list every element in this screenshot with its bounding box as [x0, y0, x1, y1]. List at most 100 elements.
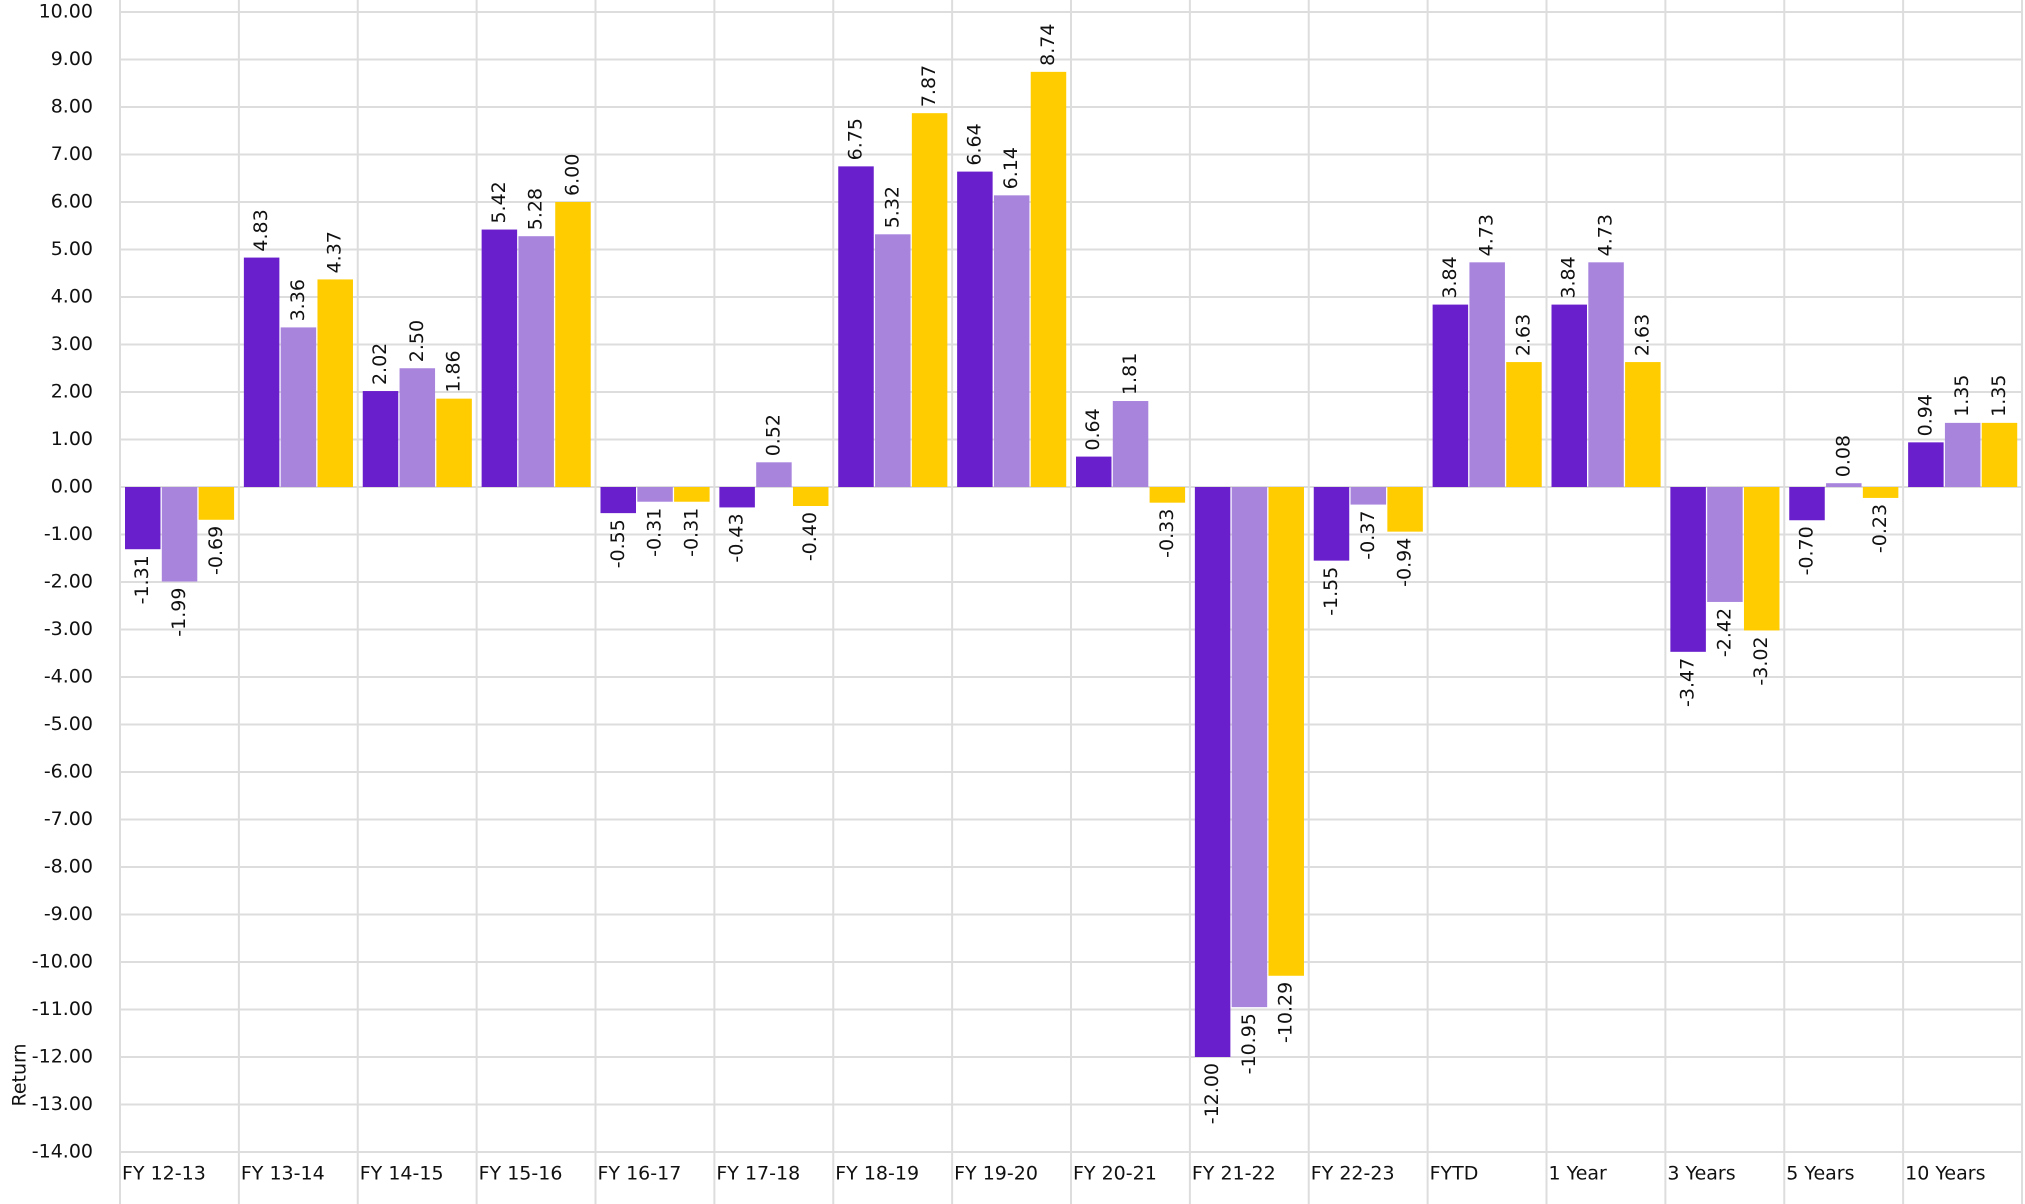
x-tick-label: FYTD: [1430, 1163, 1479, 1185]
x-tick-label: 5 Years: [1786, 1163, 1854, 1185]
data-label: 6.64: [963, 123, 985, 165]
data-label: -3.02: [1750, 636, 1772, 685]
data-label: 0.94: [1914, 394, 1936, 436]
y-tick-label: -8.00: [44, 856, 93, 878]
bar: [1149, 487, 1186, 503]
data-label: 8.74: [1037, 24, 1059, 66]
bar: [1625, 362, 1661, 487]
x-tick-label: FY 16-17: [598, 1163, 682, 1185]
data-label: 5.42: [488, 181, 510, 223]
bar: [317, 279, 353, 487]
bar: [1588, 262, 1624, 487]
bar: [993, 195, 1030, 487]
data-label: 2.50: [406, 320, 428, 362]
bar: [362, 391, 399, 487]
data-label: 4.83: [250, 209, 272, 251]
y-tick-label: 7.00: [51, 143, 93, 165]
y-axis-label: Return: [9, 1043, 31, 1106]
bar: [1743, 487, 1780, 631]
data-label: 5.28: [525, 188, 547, 230]
bar: [1350, 487, 1387, 505]
x-tick-label: FY 20-21: [1073, 1163, 1157, 1185]
y-tick-label: 6.00: [51, 191, 93, 213]
y-tick-label: 3.00: [51, 333, 93, 355]
bar: [1670, 487, 1706, 652]
x-tick-label: FY 14-15: [360, 1163, 444, 1185]
data-label: -0.70: [1796, 526, 1818, 575]
bar: [481, 229, 518, 488]
y-tick-label: 10.00: [39, 1, 93, 23]
data-label: -0.94: [1394, 538, 1416, 587]
data-label: 3.36: [287, 279, 309, 321]
data-label: -3.47: [1677, 658, 1699, 707]
bar: [1944, 422, 1981, 487]
y-tick-label: -1.00: [44, 523, 93, 545]
y-tick-label: -12.00: [32, 1046, 93, 1068]
bar: [125, 487, 161, 550]
data-label: 7.87: [918, 65, 940, 107]
y-tick-label: -4.00: [44, 666, 93, 688]
bar: [1826, 483, 1862, 487]
y-tick-label: -7.00: [44, 808, 93, 830]
x-tick-label: FY 15-16: [479, 1163, 563, 1185]
data-label: 1.35: [1951, 375, 1973, 417]
bar: [555, 202, 591, 487]
y-tick-label: 1.00: [51, 428, 93, 450]
y-tick-label: 0.00: [51, 476, 93, 498]
bar: [600, 487, 636, 514]
data-label: 6.00: [561, 154, 583, 196]
data-label: -0.33: [1156, 509, 1178, 558]
x-tick-label: FY 13-14: [241, 1163, 325, 1185]
data-label: 1.35: [1988, 375, 2010, 417]
data-label: 4.37: [324, 231, 346, 273]
bar: [1076, 456, 1112, 487]
y-tick-label: 5.00: [51, 238, 93, 260]
y-tick-label: -11.00: [32, 998, 93, 1020]
bar: [756, 462, 792, 487]
bar: [1862, 487, 1899, 498]
x-tick-label: 10 Years: [1905, 1163, 1985, 1185]
data-label: 2.02: [369, 343, 391, 385]
x-tick-label: 1 Year: [1549, 1163, 1608, 1185]
data-label: -12.00: [1201, 1063, 1223, 1124]
data-label: 5.32: [881, 186, 903, 228]
data-label: -0.31: [644, 508, 666, 557]
bar: [875, 234, 911, 487]
bar: [1789, 487, 1825, 521]
bar: [1112, 401, 1149, 487]
data-label: 0.64: [1082, 408, 1104, 450]
y-tick-label: 4.00: [51, 286, 93, 308]
bar: [1432, 304, 1469, 487]
data-label: -0.40: [799, 512, 821, 561]
bar: [1908, 442, 1944, 487]
bar: [161, 487, 198, 582]
bar: [1194, 487, 1231, 1057]
data-label: 4.73: [1595, 214, 1617, 256]
bar: [792, 487, 829, 506]
data-label: 0.08: [1832, 435, 1854, 477]
bar: [1231, 487, 1268, 1008]
y-tick-label: -3.00: [44, 618, 93, 640]
bar: [1469, 262, 1505, 487]
data-label: 2.63: [1631, 314, 1653, 356]
bar: [399, 368, 436, 487]
y-tick-label: 2.00: [51, 381, 93, 403]
data-label: -0.23: [1869, 504, 1891, 553]
data-label: 3.84: [1558, 256, 1580, 298]
x-tick-label: 3 Years: [1667, 1163, 1735, 1185]
y-tick-label: -5.00: [44, 713, 93, 735]
bar: [1551, 304, 1587, 487]
data-label: 1.81: [1119, 353, 1141, 395]
bar: [1030, 71, 1067, 487]
x-tick-label: FY 22-23: [1311, 1163, 1395, 1185]
bar: [957, 171, 993, 487]
data-label: -0.37: [1357, 511, 1379, 560]
data-label: -0.55: [607, 519, 629, 568]
data-label: 0.52: [762, 414, 784, 456]
data-label: -0.43: [726, 513, 748, 562]
bar: [911, 113, 948, 488]
y-tick-label: -2.00: [44, 571, 93, 593]
bar: [1707, 487, 1743, 602]
x-tick-label: FY 18-19: [835, 1163, 919, 1185]
